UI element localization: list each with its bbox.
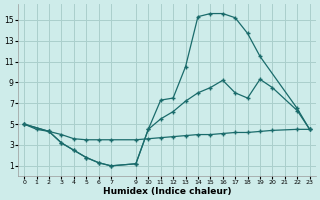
X-axis label: Humidex (Indice chaleur): Humidex (Indice chaleur) xyxy=(103,187,231,196)
